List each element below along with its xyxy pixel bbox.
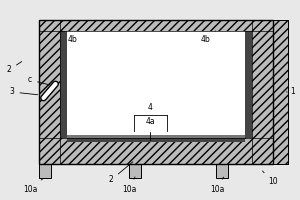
Bar — [39, 20, 60, 164]
Text: c: c — [28, 75, 50, 85]
Text: 10: 10 — [262, 171, 278, 186]
Text: 4b: 4b — [201, 31, 215, 45]
Text: 4: 4 — [148, 102, 152, 112]
Bar — [67, 138, 245, 142]
Bar — [39, 20, 273, 31]
Bar — [129, 164, 141, 178]
Text: 4b: 4b — [62, 31, 77, 45]
Bar — [39, 164, 51, 178]
Text: 1: 1 — [286, 88, 295, 97]
Bar — [245, 31, 252, 138]
Text: 10a: 10a — [210, 177, 225, 194]
Bar — [216, 164, 228, 178]
Text: 2: 2 — [7, 62, 22, 74]
Text: 2: 2 — [109, 162, 133, 184]
Text: 10a: 10a — [23, 179, 43, 194]
Bar — [252, 20, 273, 164]
Bar — [39, 20, 273, 164]
Bar — [39, 138, 273, 164]
Bar — [67, 135, 245, 138]
Bar — [67, 31, 245, 135]
Text: 10a: 10a — [122, 177, 136, 194]
Bar — [273, 20, 288, 164]
Text: 4a: 4a — [145, 117, 155, 127]
Bar — [60, 31, 67, 138]
Text: 3: 3 — [10, 88, 38, 97]
